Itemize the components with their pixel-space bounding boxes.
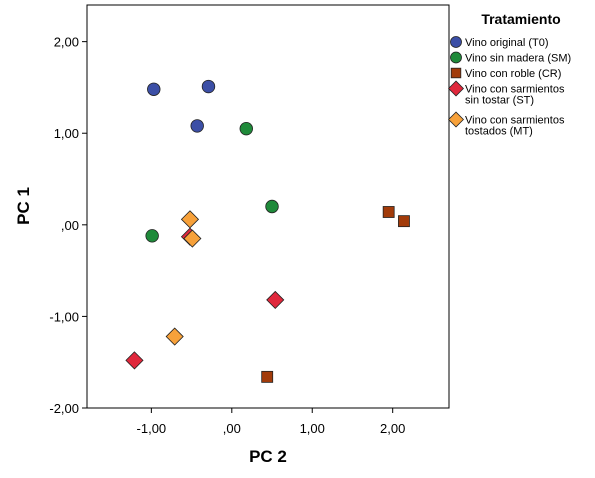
legend-label: Vino con sarmientos: [465, 115, 565, 127]
x-tick-label: ,00: [223, 421, 241, 436]
legend-items: Vino original (T0) Vino sin madera (SM) Vi…: [448, 36, 571, 138]
legend-label: sin tostar (ST): [465, 95, 534, 107]
x-axis-title: PC 2: [249, 447, 287, 466]
data-point: [398, 215, 410, 228]
legend-marker: [448, 80, 464, 97]
x-axis: -1,00 ,00 1,00 2,00: [137, 408, 405, 436]
data-point: [239, 121, 253, 136]
x-tick-label: -1,00: [137, 421, 167, 436]
legend-marker: [450, 36, 462, 48]
data-point: [261, 370, 274, 383]
y-tick-label: 1,00: [54, 126, 79, 141]
data-point: [201, 79, 216, 94]
x-tick-label: 1,00: [300, 421, 325, 436]
legend: Tratamiento Vino original (T0) Vino sin m…: [448, 11, 571, 138]
data-point: [265, 199, 279, 214]
legend-label: Vino con sarmientos: [465, 84, 565, 96]
data-point: [266, 290, 285, 309]
data-point: [180, 210, 200, 229]
data-point: [147, 82, 161, 96]
y-axis: -2,00 -1,00 ,00 1,00 2,00: [49, 35, 87, 416]
legend-label: Vino original (T0): [465, 37, 549, 49]
x-tick-label: 2,00: [380, 421, 405, 436]
y-tick-label: -2,00: [49, 401, 79, 416]
data-point: [190, 119, 204, 133]
legend-marker: [450, 51, 462, 64]
data-point: [165, 327, 184, 346]
data-point: [145, 229, 159, 243]
data-points: [125, 79, 410, 383]
data-point: [183, 229, 202, 248]
legend-title: Tratamiento: [481, 11, 560, 27]
y-tick-label: 2,00: [54, 35, 79, 50]
legend-marker: [450, 67, 462, 79]
y-tick-label: -1,00: [49, 309, 79, 324]
legend-label: tostados (MT): [465, 126, 533, 138]
legend-label: Vino sin madera (SM): [465, 53, 571, 65]
legend-marker: [448, 111, 464, 128]
data-point: [125, 351, 144, 370]
y-tick-label: ,00: [61, 218, 79, 233]
y-axis-title: PC 1: [14, 187, 33, 225]
data-point: [382, 206, 395, 218]
legend-label: Vino con roble (CR): [465, 68, 561, 80]
